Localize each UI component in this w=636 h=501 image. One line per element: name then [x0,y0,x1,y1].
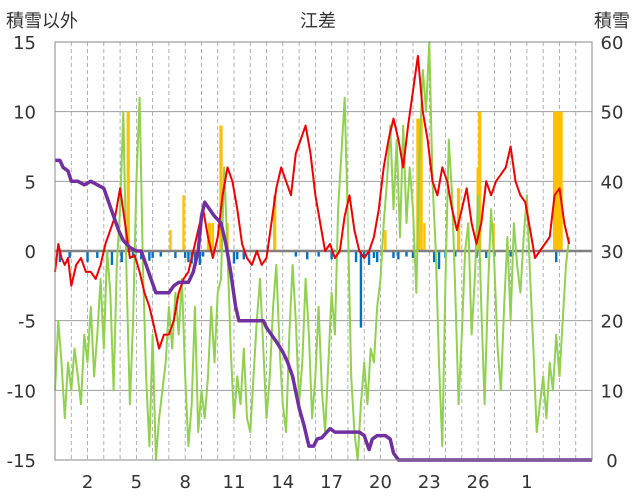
snowfall-bar [384,230,387,251]
snowfall-bar [96,251,99,258]
snowfall-bar [236,251,239,260]
snowfall-bar [201,251,205,257]
snowfall-bar [359,251,363,328]
snowfall-bar [411,251,415,258]
snowfall-bar [242,251,245,260]
right-tick-label: 60 [601,33,624,54]
snowfall-bar [148,251,151,261]
plot-border [54,41,593,461]
left-tick-label: 5 [25,172,36,193]
snowfall-bar [552,111,563,252]
snowfall-bar [354,251,358,263]
x-tick-label: 1 [521,472,532,493]
snowfall-bar [198,251,202,265]
right-tick-label: 10 [601,381,624,402]
snowfall-bar [169,230,172,251]
x-tick-label: 8 [179,472,190,493]
chart-title: 江差 [300,11,336,32]
snowfall-bar [110,251,114,265]
snowfall-bar [405,251,408,257]
x-tick-label: 20 [369,472,392,493]
snowfall-bar [478,111,482,252]
snowfall-bar [183,251,187,258]
snowfall-bar [397,251,400,260]
snowfall-bar [68,251,71,258]
x-tick-label: 23 [418,472,441,493]
snowfall-bar [555,251,558,263]
left-tick-label: -15 [7,451,36,472]
right-tick-label: 0 [606,451,617,472]
right-tick-label: 30 [601,242,624,263]
snowfall-bar [485,251,488,258]
snowfall-bar [437,251,441,270]
snowfall-bar [174,251,177,258]
snowfall-bar [58,251,62,263]
left-tick-label: 15 [13,33,36,54]
snowfall-bar [159,251,162,257]
snowfall-bar [376,251,379,263]
snowfall-bar [187,251,190,263]
left-tick-label: 0 [25,242,36,263]
x-tick-label: 11 [223,472,246,493]
snowfall-bar [317,251,320,257]
snowfall-bar [182,195,185,251]
snowfall-bar [372,251,376,258]
plot-frame [54,41,593,461]
series-lines [54,41,592,462]
left-tick-label: -5 [18,312,36,333]
right-tick-label: 40 [601,172,624,193]
x-tick-label: 14 [271,472,294,493]
snowfall-bar [509,251,512,257]
x-tick-label: 26 [467,472,490,493]
snowfall-bar [86,251,89,263]
snowfall-bar [151,251,154,258]
snowfall-bar [120,251,123,263]
snowfall-bar [330,251,333,260]
snowfall-bar [294,251,298,257]
snowfall-bar [126,111,130,252]
x-tick-label: 17 [320,472,343,493]
snowfall-bar [362,251,366,257]
snowfall-bar [232,251,236,264]
snowfall-bar [193,251,197,261]
snowfall-bar [367,251,371,265]
snow-depth-series-line [55,158,592,462]
x-tick-label: 5 [131,472,142,493]
right-axis-title: 積雪 [594,11,630,32]
snowfall-bar [454,251,457,257]
snowfall-bar [211,223,215,251]
snowfall-bar [207,223,212,251]
snowfall-bar [219,125,223,251]
green-series-line [54,41,571,461]
temperature-series-line [54,54,571,350]
x-tick-label: 2 [82,472,93,493]
left-tick-label: -10 [7,381,36,402]
right-tick-label: 50 [601,103,624,124]
snowfall-bar [273,195,277,251]
snowfall-bar [131,251,135,258]
left-tick-label: 10 [13,103,36,124]
snowfall-bar [392,251,395,258]
snowfall-bar [306,251,309,260]
left-axis-title: 積雪以外 [6,11,78,32]
right-tick-label: 20 [601,312,624,333]
snowfall-bar [423,223,426,251]
snowfall-bar [432,251,436,263]
